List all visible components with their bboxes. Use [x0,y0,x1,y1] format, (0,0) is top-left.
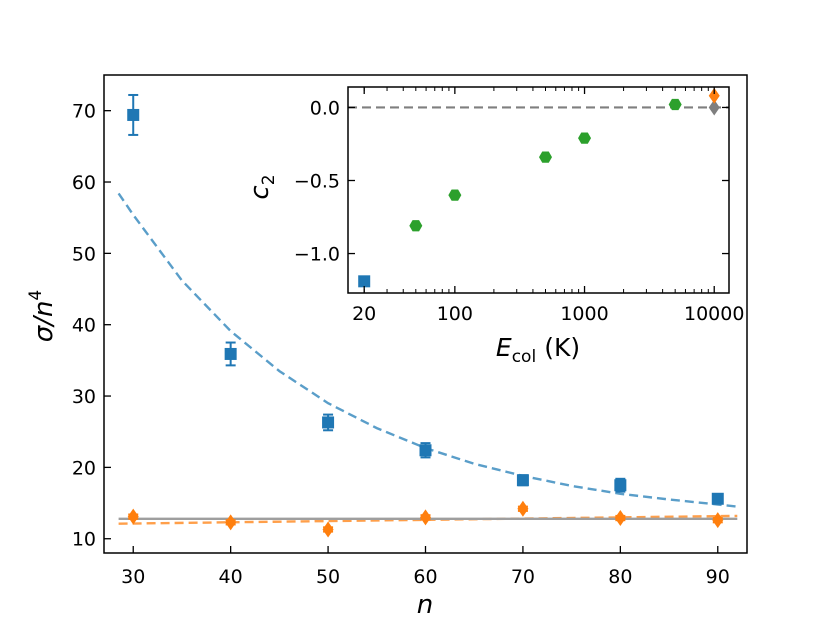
inset-x-axis-label: Ecol (K) [496,333,580,367]
blue-squares-point [516,474,529,487]
main-y-tick-label: 50 [72,243,96,265]
main-x-axis-label: n [417,590,433,620]
main-x-tick-label: 90 [706,566,730,588]
main-x-tick-label: 70 [511,566,535,588]
inset-y-axis-label: c2 [245,174,279,199]
inset-green-point [448,189,462,201]
orange-diamonds-point [127,508,139,525]
blue-squares-point [419,444,432,457]
inset-green-point [668,98,682,111]
inset-y-tick-label: −1.0 [294,244,340,266]
main-x-tick-label: 50 [316,566,340,588]
orange-diamonds-point [614,510,626,527]
orange-diamonds-point [517,500,529,517]
main-y-ticks: 10 20 30 40 50 60 70 [72,101,111,551]
inset-data-markers [358,87,720,288]
inset-blue-point [358,275,371,288]
orange-diamonds-point [420,509,431,526]
inset-plot: 20 100 1000 10000 0.0 −0.5 −1.0 Ecol (K) c2 [245,86,744,367]
inset-x-tick-label: 100 [437,303,473,325]
main-y-tick-label: 60 [72,172,96,194]
main-y-tick-label: 10 [72,529,96,551]
blue-squares-point [711,492,724,505]
main-data-markers [127,93,724,538]
main-y-axis-label: σ/n4 [26,290,59,343]
main-x-tick-label: 80 [608,566,632,588]
main-x-tick-label: 30 [121,566,145,588]
inset-axes-frame [347,86,730,294]
main-x-tick-label: 40 [219,566,243,588]
inset-x-tick-label: 10000 [684,303,744,325]
orange-diamonds-point [712,512,724,529]
main-y-tick-label: 70 [72,101,96,123]
inset-orange-point [708,87,720,104]
main-y-tick-label: 20 [72,457,96,479]
main-plot: 30 40 50 60 70 80 90 10 20 30 40 50 60 70 n σ/n4 [26,74,748,620]
inset-y-tick-label: 0.0 [310,97,340,119]
inset-green-point [539,151,552,163]
blue-squares-point [224,347,237,360]
main-x-tick-label: 60 [413,566,437,588]
orange-diamonds-point [225,514,237,531]
blue-squares-point [322,416,335,429]
blue-squares-point [127,108,140,121]
inset-gray-point [708,99,720,116]
inset-background [348,87,729,293]
inset-green-point [578,132,592,144]
inset-x-ticks: 20 100 1000 10000 [352,87,744,325]
main-x-ticks: 30 40 50 60 70 80 90 [121,546,730,588]
inset-y-ticks: 0.0 −0.5 −1.0 [294,97,729,266]
main-y-tick-label: 40 [72,315,96,337]
blue-squares-point [614,479,627,492]
main-y-tick-label: 30 [72,386,96,408]
inset-green-point [409,220,423,232]
inset-y-tick-label: −0.5 [294,171,340,193]
orange-diamonds-point [322,521,334,538]
inset-x-tick-label: 1000 [560,303,608,325]
inset-x-tick-label: 20 [352,303,376,325]
